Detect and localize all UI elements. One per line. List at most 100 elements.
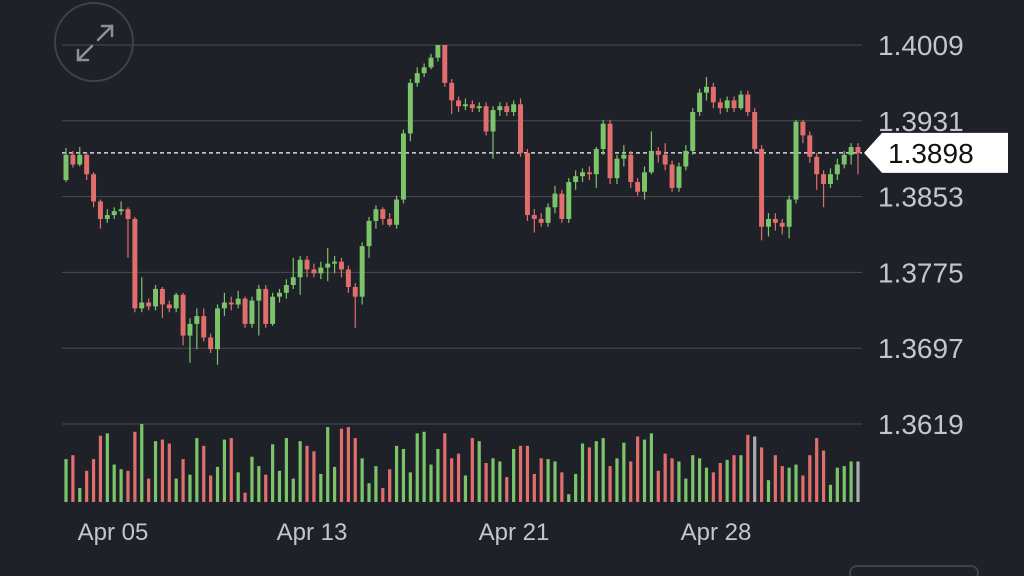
candle-body bbox=[345, 269, 351, 287]
candle-body bbox=[304, 259, 310, 270]
volume-bar bbox=[553, 461, 557, 502]
volume-bar bbox=[167, 443, 171, 502]
volume-bar bbox=[780, 466, 784, 502]
candle-body bbox=[118, 209, 124, 212]
candle-body bbox=[153, 288, 159, 307]
volume-bar bbox=[415, 433, 419, 502]
candle-body bbox=[249, 300, 255, 324]
candle-body bbox=[800, 121, 806, 136]
candle-body bbox=[180, 294, 186, 336]
candle-body bbox=[394, 199, 400, 225]
candle-body bbox=[166, 304, 172, 309]
candle-body bbox=[490, 110, 496, 132]
candle-body bbox=[855, 147, 861, 153]
volume-bar bbox=[429, 464, 433, 502]
bottom-control-edge bbox=[849, 565, 979, 576]
candle-body bbox=[91, 174, 97, 202]
volume-bar bbox=[71, 455, 75, 502]
volume-bar bbox=[85, 470, 89, 502]
volume-bar bbox=[209, 475, 213, 502]
candle-body bbox=[387, 218, 393, 225]
volume-bar bbox=[725, 459, 729, 502]
volume-bar bbox=[243, 492, 247, 502]
candle-body bbox=[70, 154, 76, 165]
candle-body bbox=[683, 150, 689, 167]
volume-bar bbox=[842, 466, 846, 502]
volume-bar bbox=[264, 474, 268, 502]
volume-bar bbox=[759, 447, 764, 502]
candle-body bbox=[814, 156, 820, 175]
candle-body bbox=[552, 193, 558, 208]
volume-bar bbox=[663, 453, 667, 502]
volume-bar bbox=[718, 463, 722, 502]
candle-body bbox=[566, 182, 572, 219]
volume-bar bbox=[257, 466, 261, 502]
candle-body bbox=[710, 86, 716, 103]
candle-body bbox=[297, 259, 303, 278]
candle-body bbox=[352, 286, 358, 297]
volume-bar bbox=[518, 445, 523, 502]
candle-body bbox=[538, 218, 544, 223]
candle-body bbox=[821, 174, 827, 184]
candle-body bbox=[524, 152, 530, 216]
current-price-label: 1.3898 bbox=[888, 138, 974, 169]
candle-body bbox=[504, 106, 510, 113]
volume-bar bbox=[160, 439, 165, 502]
x-tick-label: Apr 28 bbox=[681, 519, 752, 546]
candle-body bbox=[697, 92, 703, 113]
date-axis: Apr 05 Apr 13 Apr 21 Apr 28 bbox=[78, 519, 752, 546]
candle-body bbox=[242, 298, 248, 324]
volume-bar bbox=[546, 459, 550, 502]
candle-body bbox=[786, 199, 792, 227]
y-tick-label: 1.3697 bbox=[878, 333, 964, 364]
volume-bar bbox=[250, 456, 254, 502]
volume-bar bbox=[78, 487, 82, 502]
volume-bar bbox=[236, 472, 240, 502]
candle-body bbox=[270, 296, 276, 324]
candle-body bbox=[662, 154, 668, 165]
volume-bar bbox=[443, 433, 447, 502]
price-tag-shape bbox=[864, 132, 1008, 173]
candle-body bbox=[848, 147, 854, 155]
candle-body bbox=[228, 302, 234, 305]
candle-body bbox=[359, 246, 365, 297]
volume-bar bbox=[381, 487, 385, 502]
candle-body bbox=[338, 261, 344, 270]
candle-body bbox=[545, 207, 551, 223]
candle-body bbox=[435, 45, 441, 58]
volume-bar bbox=[319, 473, 323, 502]
volume-bar bbox=[532, 473, 536, 502]
candle-body bbox=[84, 154, 90, 175]
candle-body bbox=[263, 288, 269, 324]
volume-bar bbox=[422, 431, 426, 502]
candle-body bbox=[325, 263, 331, 268]
candle-body bbox=[586, 172, 592, 175]
volume-bar bbox=[560, 472, 564, 502]
volume-bar bbox=[450, 458, 454, 502]
volume-bar bbox=[277, 470, 282, 502]
candle-body bbox=[497, 106, 503, 111]
volume-bar bbox=[636, 436, 640, 502]
volume-bar bbox=[332, 466, 337, 502]
volume-bar bbox=[215, 466, 220, 502]
volume-bar bbox=[388, 469, 392, 502]
candle-body bbox=[366, 220, 372, 247]
candle-body bbox=[407, 82, 413, 134]
expand-button[interactable] bbox=[54, 2, 134, 82]
candle-body bbox=[531, 215, 537, 219]
candle-body bbox=[648, 150, 654, 173]
volume-bar bbox=[367, 483, 371, 502]
price-candles bbox=[63, 45, 861, 365]
candle-body bbox=[607, 123, 613, 179]
volume-bar bbox=[828, 484, 833, 502]
volume-bar bbox=[539, 458, 543, 502]
candle-body bbox=[655, 150, 661, 155]
volume-bar bbox=[574, 473, 578, 502]
volume-bar bbox=[677, 461, 681, 502]
volume-bar bbox=[98, 435, 103, 502]
candle-body bbox=[414, 73, 420, 83]
candle-body bbox=[277, 292, 282, 297]
current-price-tag: 1.3898 bbox=[864, 132, 1008, 173]
volume-bar bbox=[567, 494, 571, 502]
